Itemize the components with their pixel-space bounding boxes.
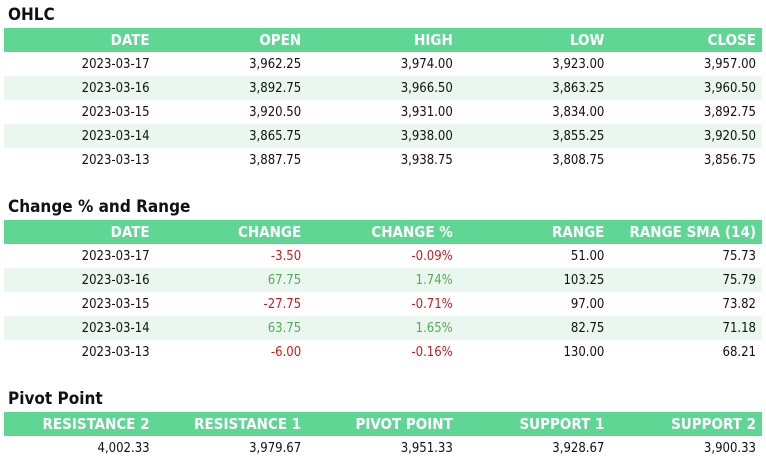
ohlc-high: 3,938.75 xyxy=(400,152,453,168)
range-value: 130.00 xyxy=(563,344,605,360)
change-col-range: RANGE xyxy=(458,220,611,244)
ohlc-header-row: DATE OPEN HIGH LOW CLOSE xyxy=(4,28,762,52)
ohlc-low: 3,923.00 xyxy=(552,56,605,72)
range-value: 103.25 xyxy=(458,268,611,292)
change-date: 2023-03-14 xyxy=(4,316,156,340)
change-col-change: CHANGE xyxy=(155,220,308,244)
ohlc-title: OHLC xyxy=(8,5,55,25)
change-value: 63.75 xyxy=(155,316,308,340)
ohlc-close: 3,960.50 xyxy=(610,76,762,100)
ohlc-close: 3,957.00 xyxy=(703,56,756,72)
ohlc-close: 3,856.75 xyxy=(703,152,756,168)
ohlc-date: 2023-03-13 xyxy=(81,152,150,168)
range-sma-value: 71.18 xyxy=(610,316,762,340)
table-row: 2023-03-15 3,920.50 3,931.00 3,834.00 3,… xyxy=(4,100,762,124)
ohlc-low: 3,863.25 xyxy=(458,76,611,100)
range-sma-value: 73.82 xyxy=(722,296,756,312)
change-table: DATE CHANGE CHANGE % RANGE RANGE SMA (14… xyxy=(4,220,762,364)
range-sma-value: 68.21 xyxy=(722,344,756,360)
table-row: 2023-03-17 -3.50 -0.09% 51.00 75.73 xyxy=(4,244,762,268)
pivot-point-value: 3,951.33 xyxy=(400,440,453,456)
range-sma-value: 75.79 xyxy=(610,268,762,292)
table-row: 2023-03-13 -6.00 -0.16% 130.00 68.21 xyxy=(4,340,762,364)
ohlc-close: 3,920.50 xyxy=(610,124,762,148)
change-date: 2023-03-16 xyxy=(4,268,156,292)
ohlc-open: 3,962.25 xyxy=(249,56,302,72)
change-col-change-pct: CHANGE % xyxy=(307,220,459,244)
support-2-value: 3,900.33 xyxy=(703,440,756,456)
ohlc-date: 2023-03-17 xyxy=(81,56,150,72)
change-date: 2023-03-13 xyxy=(81,344,150,360)
pivot-title: Pivot Point xyxy=(8,389,103,409)
pivot-col-pivot-point: PIVOT POINT xyxy=(307,412,459,436)
ohlc-open: 3,892.75 xyxy=(155,76,308,100)
pivot-col-support-1: SUPPORT 1 xyxy=(458,412,611,436)
ohlc-col-high: HIGH xyxy=(307,28,459,52)
change-percent: 1.65% xyxy=(307,316,459,340)
range-value: 82.75 xyxy=(458,316,611,340)
table-row: 4,002.33 3,979.67 3,951.33 3,928.67 3,90… xyxy=(4,436,762,460)
change-percent: 1.74% xyxy=(307,268,459,292)
change-percent: -0.16% xyxy=(411,344,453,360)
range-sma-value: 75.73 xyxy=(722,248,756,264)
pivot-col-resistance-1: RESISTANCE 1 xyxy=(155,412,308,436)
change-value: -3.50 xyxy=(270,248,302,264)
ohlc-high: 3,974.00 xyxy=(400,56,453,72)
ohlc-low: 3,808.75 xyxy=(552,152,605,168)
change-percent: -0.71% xyxy=(411,296,453,312)
resistance-2-value: 4,002.33 xyxy=(97,440,150,456)
ohlc-low: 3,855.25 xyxy=(458,124,611,148)
table-row: 2023-03-14 63.75 1.65% 82.75 71.18 xyxy=(4,316,762,340)
change-col-date: DATE xyxy=(4,220,156,244)
ohlc-table: DATE OPEN HIGH LOW CLOSE 2023-03-17 3,96… xyxy=(4,28,762,172)
table-row: 2023-03-15 -27.75 -0.71% 97.00 73.82 xyxy=(4,292,762,316)
range-value: 51.00 xyxy=(570,248,605,264)
ohlc-col-close: CLOSE xyxy=(610,28,762,52)
ohlc-col-open: OPEN xyxy=(155,28,308,52)
ohlc-high: 3,938.00 xyxy=(307,124,459,148)
ohlc-high: 3,931.00 xyxy=(400,104,453,120)
table-row: 2023-03-16 67.75 1.74% 103.25 75.79 xyxy=(4,268,762,292)
table-row: 2023-03-16 3,892.75 3,966.50 3,863.25 3,… xyxy=(4,76,762,100)
change-title: Change % and Range xyxy=(8,197,191,217)
change-percent: -0.09% xyxy=(411,248,453,264)
table-row: 2023-03-14 3,865.75 3,938.00 3,855.25 3,… xyxy=(4,124,762,148)
ohlc-low: 3,834.00 xyxy=(552,104,605,120)
change-value: 67.75 xyxy=(155,268,308,292)
ohlc-open: 3,920.50 xyxy=(249,104,302,120)
ohlc-open: 3,865.75 xyxy=(155,124,308,148)
table-row: 2023-03-13 3,887.75 3,938.75 3,808.75 3,… xyxy=(4,148,762,172)
table-row: 2023-03-17 3,962.25 3,974.00 3,923.00 3,… xyxy=(4,52,762,76)
change-value: -6.00 xyxy=(270,344,302,360)
ohlc-date: 2023-03-14 xyxy=(4,124,156,148)
ohlc-date: 2023-03-15 xyxy=(81,104,150,120)
change-header-row: DATE CHANGE CHANGE % RANGE RANGE SMA (14… xyxy=(4,220,762,244)
ohlc-date: 2023-03-16 xyxy=(4,76,156,100)
pivot-col-resistance-2: RESISTANCE 2 xyxy=(4,412,156,436)
ohlc-open: 3,887.75 xyxy=(249,152,302,168)
change-date: 2023-03-15 xyxy=(81,296,150,312)
pivot-col-support-2: SUPPORT 2 xyxy=(610,412,762,436)
pivot-header-row: RESISTANCE 2 RESISTANCE 1 PIVOT POINT SU… xyxy=(4,412,762,436)
change-value: -27.75 xyxy=(263,296,302,312)
support-1-value: 3,928.67 xyxy=(552,440,605,456)
range-value: 97.00 xyxy=(570,296,605,312)
change-col-range-sma: RANGE SMA (14) xyxy=(610,220,762,244)
ohlc-high: 3,966.50 xyxy=(307,76,459,100)
resistance-1-value: 3,979.67 xyxy=(249,440,302,456)
ohlc-close: 3,892.75 xyxy=(703,104,756,120)
pivot-table: RESISTANCE 2 RESISTANCE 1 PIVOT POINT SU… xyxy=(4,412,762,460)
change-date: 2023-03-17 xyxy=(81,248,150,264)
ohlc-col-low: LOW xyxy=(458,28,611,52)
ohlc-col-date: DATE xyxy=(4,28,156,52)
